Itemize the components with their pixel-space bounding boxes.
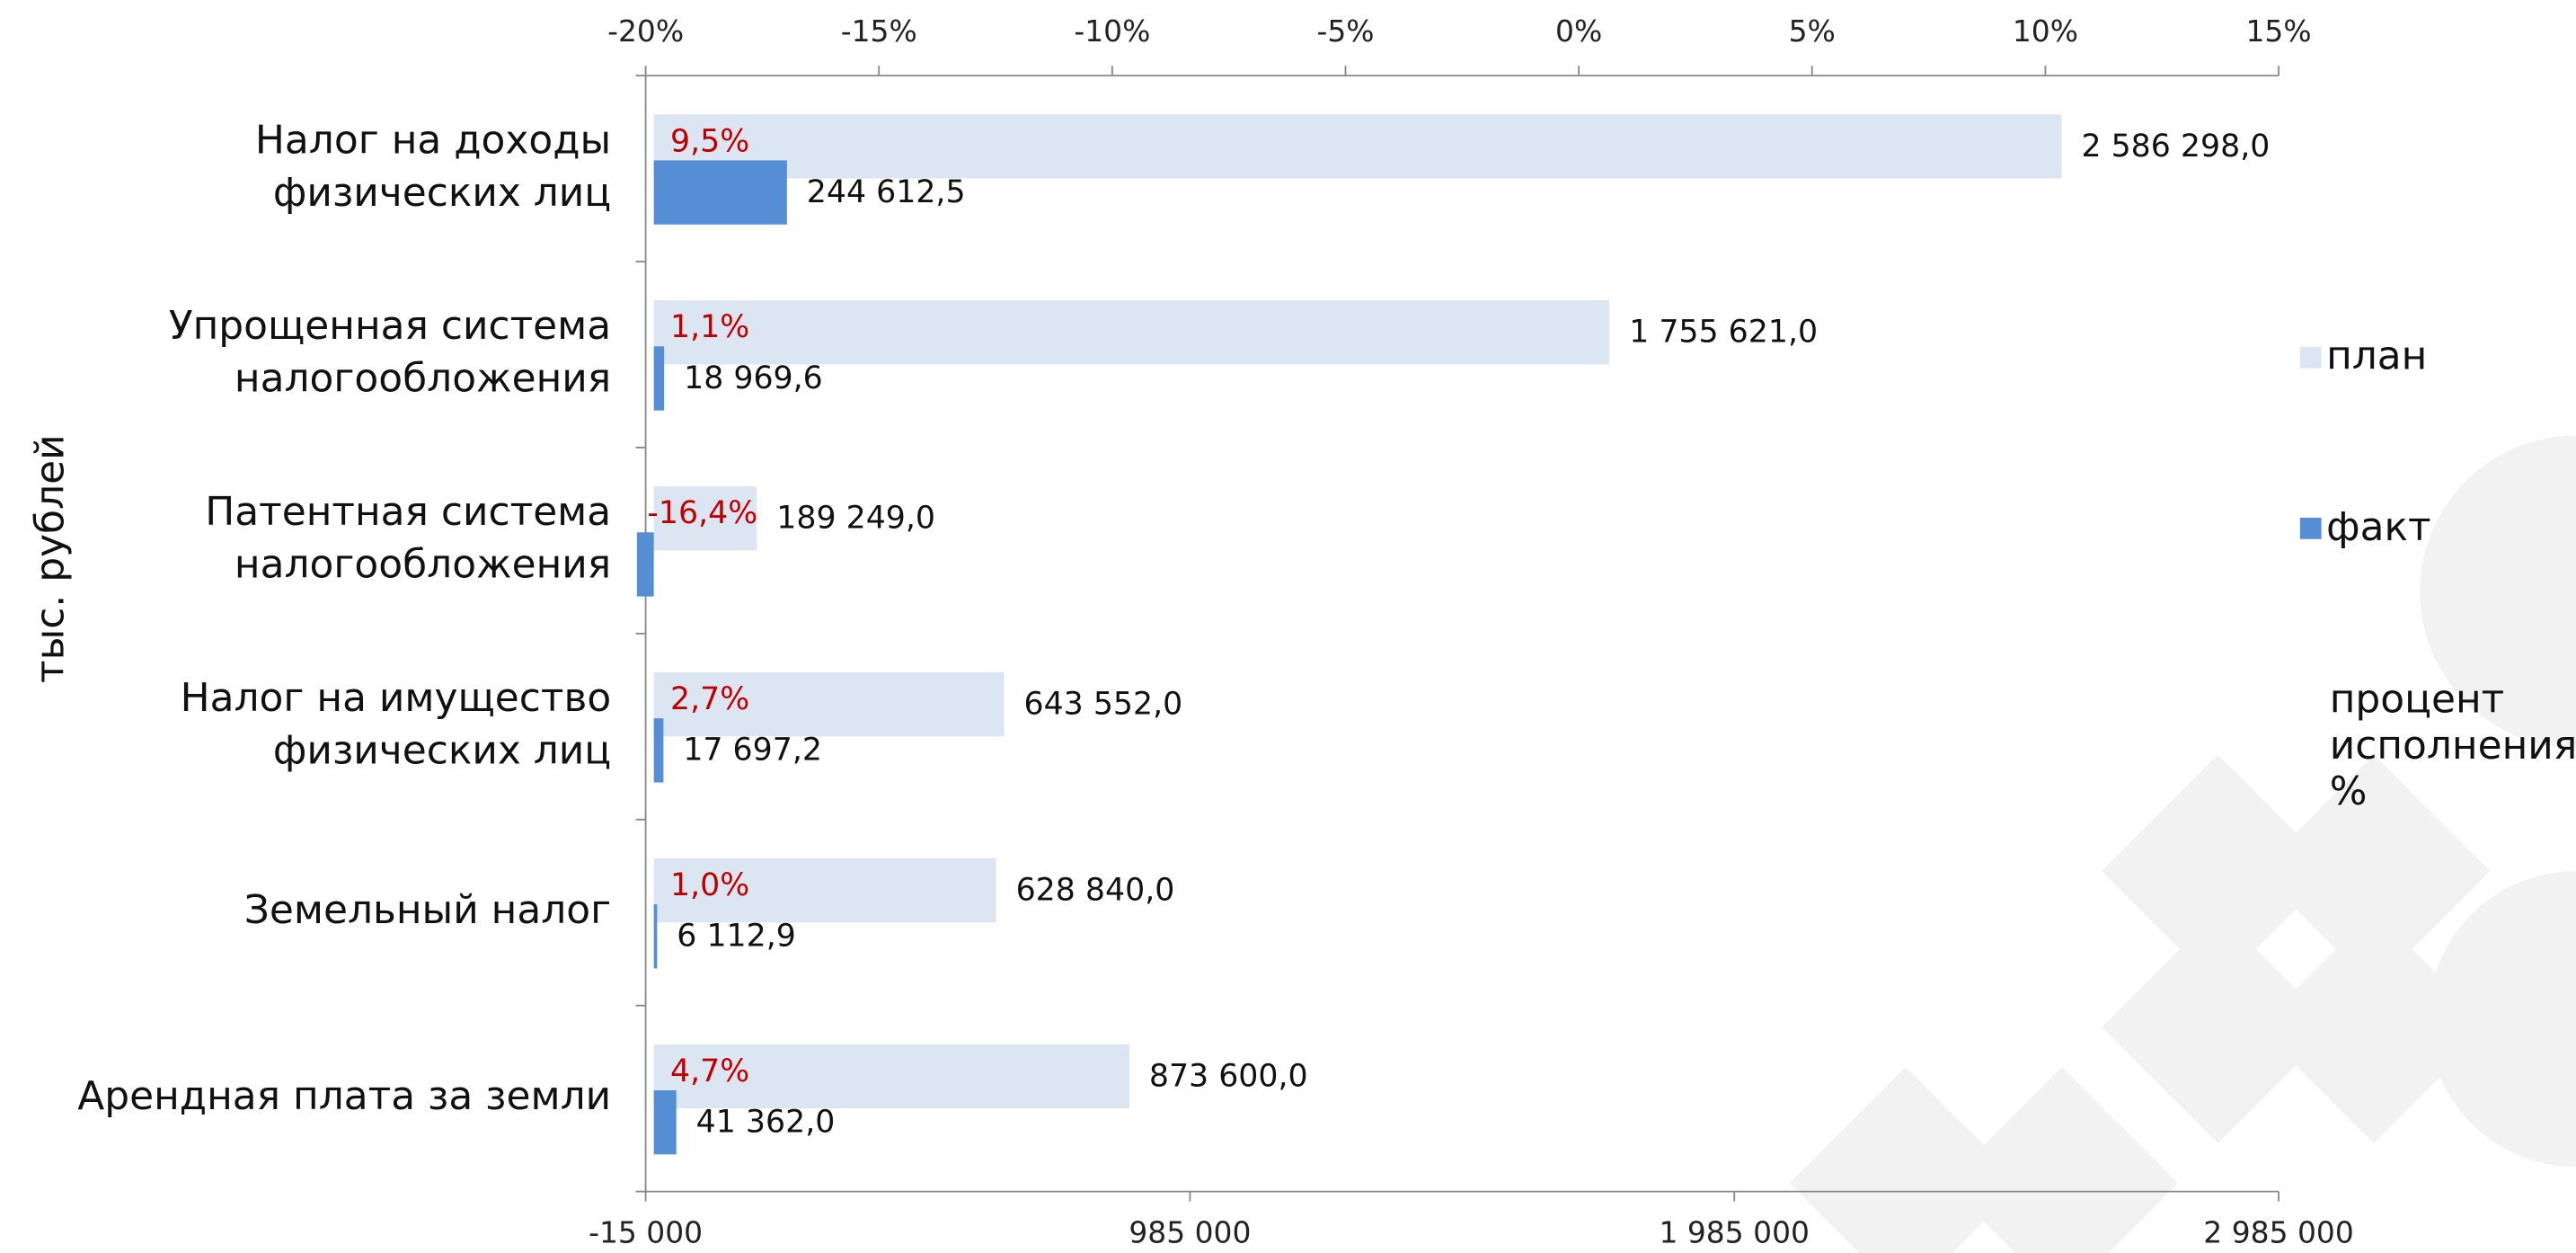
bar: [653, 114, 2062, 179]
x-tick-label: 2 985 000: [2203, 1215, 2353, 1250]
value-label: 41 362,0: [696, 1105, 836, 1141]
legend-label: факт: [2326, 504, 2430, 550]
legend-label: план: [2326, 333, 2427, 379]
category-label: Арендная плата за земли: [77, 1073, 611, 1119]
x2-tick-label: -5%: [1316, 13, 1374, 49]
bar: [653, 858, 996, 923]
bar: [653, 160, 787, 225]
bar: [653, 1044, 1129, 1109]
y-axis-label: тыс. рублей: [28, 434, 74, 683]
bar: [653, 718, 664, 783]
value-label: 18 969,6: [684, 360, 823, 396]
category-label: Налог на доходы физических лиц: [255, 117, 611, 216]
percent-label: 1,1%: [670, 309, 749, 345]
x-tick-label: 985 000: [1129, 1215, 1251, 1250]
value-label: 643 552,0: [1023, 687, 1182, 723]
percent-label: 1,0%: [670, 867, 749, 903]
value-label: 873 600,0: [1149, 1058, 1308, 1094]
x2-tick-label: 5%: [1789, 13, 1836, 49]
legend-label: процент исполнения,%: [2330, 677, 2576, 814]
value-label: 2 586 298,0: [2081, 129, 2270, 164]
x2-tick-label: 0%: [1555, 13, 1602, 49]
category-label: Упрощенная система налогообложения: [169, 303, 611, 402]
value-label: 1 755 621,0: [1629, 315, 1818, 351]
x2-tick-label: -20%: [607, 13, 684, 49]
percent-label: 2,7%: [670, 681, 749, 717]
value-label: 17 697,2: [683, 733, 822, 769]
bar: [653, 671, 1005, 737]
bar: [653, 300, 1610, 365]
x-tick-label: 1 985 000: [1659, 1215, 1809, 1250]
value-label: 244 612,5: [807, 174, 966, 210]
x-tick-label: -15 000: [589, 1215, 703, 1250]
x2-tick-label: -15%: [841, 13, 917, 49]
x2-tick-label: -10%: [1074, 13, 1150, 49]
background-decor: [1789, 435, 2576, 1253]
value-label: 6 112,9: [677, 919, 796, 955]
bar: [636, 532, 654, 597]
x2-tick-label: 10%: [2013, 13, 2078, 49]
legend-swatch: [2299, 346, 2322, 369]
percent-label: 4,7%: [670, 1053, 749, 1089]
percent-label: 9,5%: [670, 123, 749, 159]
x2-tick-label: 15%: [2245, 13, 2311, 49]
category-label: Налог на имущество физических лиц: [181, 675, 612, 774]
value-label: 189 249,0: [776, 501, 935, 537]
bar: [653, 346, 665, 411]
category-label: Патентная система налогообложения: [205, 489, 611, 588]
legend-swatch: [2299, 517, 2322, 539]
category-label: Земельный налог: [244, 887, 611, 933]
value-label: 628 840,0: [1016, 872, 1175, 908]
bar: [653, 1090, 677, 1155]
bar: [653, 486, 757, 551]
bar: [653, 904, 658, 969]
percent-label: -16,4%: [647, 495, 757, 531]
